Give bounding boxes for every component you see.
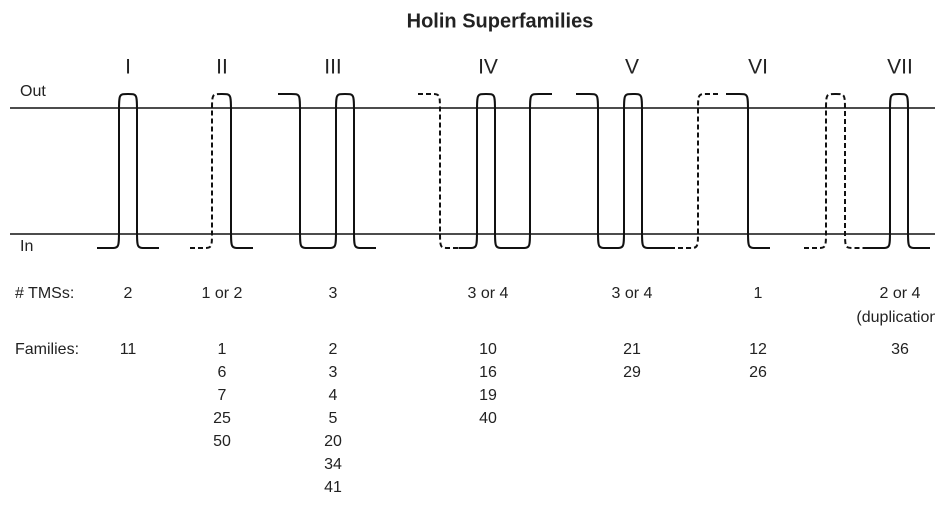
family-number: 25 <box>213 410 231 427</box>
family-number: 3 <box>329 364 338 381</box>
tms-count: 3 <box>329 285 338 302</box>
tms-helix <box>127 93 159 249</box>
family-number: 50 <box>213 433 231 450</box>
superfamily-numeral: III <box>324 56 342 79</box>
tms-helix <box>278 93 318 249</box>
family-number: 40 <box>479 410 497 427</box>
tms-helix <box>670 93 720 249</box>
superfamily-numeral: VII <box>887 56 913 79</box>
tms-helix <box>221 93 253 249</box>
superfamily-numeral: VI <box>748 56 768 79</box>
tms-helix <box>867 93 900 249</box>
family-number: 41 <box>324 479 342 496</box>
family-number: 29 <box>623 364 641 381</box>
tms-helix <box>344 93 376 249</box>
family-number: 19 <box>479 387 497 404</box>
tms-helix <box>418 93 459 249</box>
tms-count: 2 <box>124 285 133 302</box>
family-number: 7 <box>218 387 227 404</box>
tms-helix <box>835 93 868 249</box>
families-row-label: Families: <box>15 341 79 358</box>
tms-helix <box>804 93 836 249</box>
superfamily-numeral: I <box>125 56 131 79</box>
tms-count: 3 or 4 <box>468 285 509 302</box>
tms-row-label: # TMSs: <box>15 285 74 302</box>
tms-helix <box>458 93 487 249</box>
family-number: 16 <box>479 364 497 381</box>
family-number: 1 <box>218 341 227 358</box>
tms-helix <box>576 93 611 249</box>
family-number: 34 <box>324 456 342 473</box>
tms-count: 2 or 4 <box>880 285 921 302</box>
tms-helix <box>898 93 930 249</box>
superfamily-numeral: IV <box>478 56 498 79</box>
family-number: 12 <box>749 341 767 358</box>
family-number: 5 <box>329 410 338 427</box>
family-number: 4 <box>329 387 338 404</box>
superfamily-numeral: II <box>216 56 228 79</box>
tms-note: (duplication) <box>856 309 935 326</box>
family-number: 21 <box>623 341 641 358</box>
tms-helix <box>512 93 552 249</box>
tms-count: 3 or 4 <box>612 285 653 302</box>
title: Holin Superfamilies <box>407 10 594 32</box>
tms-helix <box>611 93 634 249</box>
tms-helix <box>190 93 222 249</box>
family-number: 2 <box>329 341 338 358</box>
family-number: 36 <box>891 341 909 358</box>
family-number: 20 <box>324 433 342 450</box>
out-label: Out <box>20 83 46 100</box>
tms-helix <box>726 93 770 249</box>
in-label: In <box>20 238 33 255</box>
family-number: 11 <box>120 341 137 358</box>
tms-helix <box>632 93 670 249</box>
tms-helix <box>318 93 346 249</box>
superfamily-numeral: V <box>625 56 639 79</box>
family-number: 6 <box>218 364 227 381</box>
tms-helix <box>485 93 513 249</box>
family-number: 10 <box>479 341 497 358</box>
tms-helix <box>97 93 129 249</box>
family-number: 26 <box>749 364 767 381</box>
tms-count: 1 <box>754 285 763 302</box>
tms-count: 1 or 2 <box>202 285 243 302</box>
